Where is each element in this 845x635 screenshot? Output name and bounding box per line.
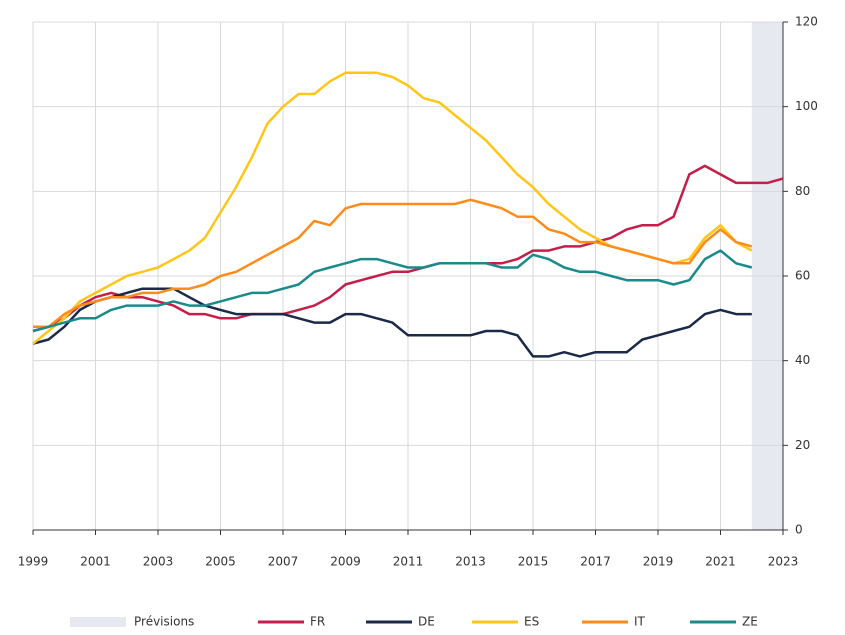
- x-tick-label: 2011: [393, 555, 424, 569]
- legend-swatch: [70, 617, 126, 627]
- y-tick-label: 100: [795, 99, 818, 113]
- legend-label: Prévisions: [134, 615, 194, 629]
- x-tick-label: 2009: [330, 555, 361, 569]
- y-tick-label: 60: [795, 269, 810, 283]
- y-tick-label: 0: [795, 523, 803, 537]
- x-tick-label: 2007: [268, 555, 299, 569]
- x-tick-label: 2023: [768, 555, 799, 569]
- x-tick-label: 2019: [643, 555, 674, 569]
- x-tick-label: 2021: [705, 555, 736, 569]
- x-tick-label: 2013: [455, 555, 486, 569]
- legend-label: ES: [524, 615, 539, 629]
- series-line: [32, 249, 753, 333]
- series-line: [32, 164, 784, 333]
- series-line: [33, 198, 753, 329]
- y-tick-label: 80: [795, 184, 810, 198]
- x-tick-label: 2015: [518, 555, 549, 569]
- y-tick-label: 20: [795, 438, 810, 452]
- legend-label: DE: [418, 615, 435, 629]
- series-line: [32, 287, 752, 358]
- x-tick-label: 2001: [80, 555, 111, 569]
- legend-label: ZE: [742, 615, 758, 629]
- y-tick-label: 120: [795, 15, 818, 29]
- x-tick-label: 1999: [18, 555, 49, 569]
- y-tick-label: 40: [795, 353, 810, 367]
- x-tick-label: 2005: [205, 555, 236, 569]
- x-tick-label: 2003: [143, 555, 174, 569]
- series-line: [32, 71, 753, 345]
- legend-label: FR: [310, 615, 325, 629]
- legend-label: IT: [634, 615, 646, 629]
- x-tick-label: 2017: [580, 555, 611, 569]
